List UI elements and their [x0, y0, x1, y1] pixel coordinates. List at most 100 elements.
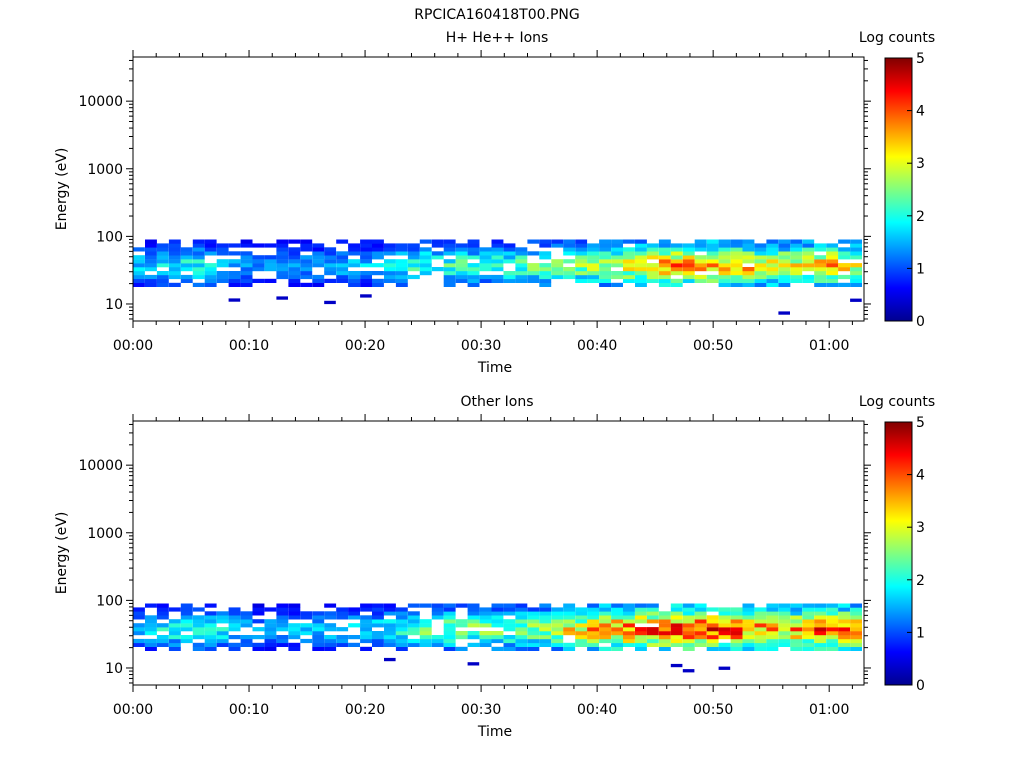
spectrogram-cell [658, 239, 671, 244]
spectrogram-cell [145, 623, 157, 628]
spectrogram-cell [324, 255, 337, 260]
spectrogram-cell [599, 631, 611, 636]
spectrogram-cell [563, 259, 576, 264]
spectrogram-cell [694, 627, 707, 632]
spectrogram-cell [706, 631, 719, 636]
spectrogram-cell [802, 635, 815, 640]
spectrogram-cell [814, 642, 827, 647]
spectrogram-cell [192, 274, 205, 280]
spectrogram-cell [491, 239, 504, 244]
spectrogram-cell [646, 642, 659, 647]
y-axis-label: Energy (eV) [54, 512, 70, 595]
spectrogram-cell [419, 619, 432, 624]
spectrogram-cell [551, 619, 564, 624]
spectrogram-cell [814, 243, 827, 248]
spectrogram-cell [790, 278, 803, 283]
spectrogram-cell [623, 267, 635, 272]
spectrogram-cell [539, 274, 552, 280]
spectrogram-cell [527, 631, 540, 636]
spectrogram-cells [133, 239, 862, 315]
colorbar [884, 57, 913, 322]
spectrogram-cell [575, 623, 588, 628]
spectrogram-cell [575, 638, 588, 644]
spectrogram-cell [778, 638, 791, 644]
spectrogram-cell [348, 278, 360, 283]
spectrogram-cell [682, 274, 695, 280]
spectrogram-cell [694, 615, 707, 620]
spectrogram-cell [778, 278, 791, 283]
y-tick-label: 100 [96, 593, 123, 609]
spectrogram-cell [360, 294, 372, 298]
spectrogram-cell [826, 259, 839, 264]
spectrogram-cell [216, 278, 229, 283]
spectrogram-cell [407, 611, 420, 616]
spectrogram-cell [192, 635, 205, 640]
spectrogram-cell [611, 255, 623, 260]
spectrogram-cell [324, 247, 337, 252]
spectrogram-cell [575, 271, 588, 276]
spectrogram-cell [264, 607, 277, 612]
spectrogram-cell [670, 271, 683, 276]
spectrogram-cell [742, 255, 755, 260]
spectrogram-cell [348, 611, 360, 616]
spectrogram-cell [145, 278, 157, 283]
colorbar-label: Log counts [859, 30, 935, 46]
spectrogram-cell [133, 271, 145, 276]
spectrogram-cell [646, 267, 659, 272]
spectrogram-cell [300, 623, 313, 628]
spectrogram-cell [718, 623, 731, 628]
spectrogram-cell [264, 623, 277, 628]
spectrogram-cell [467, 619, 480, 624]
spectrogram-cell [718, 607, 731, 612]
spectrogram-cell [515, 623, 528, 628]
spectrogram-cell [635, 646, 647, 651]
spectrogram-cell [850, 271, 862, 276]
spectrogram-cell [192, 255, 205, 260]
spectrogram-cell [730, 623, 743, 628]
spectrogram-cell [180, 247, 193, 252]
spectrogram-cell [527, 619, 540, 624]
spectrogram-cell [276, 255, 289, 260]
spectrogram-cell [168, 607, 181, 612]
spectrogram-cell [372, 623, 384, 628]
spectrogram-cell [730, 638, 743, 644]
spectrogram-cell [455, 247, 468, 252]
spectrogram-cell [491, 251, 504, 256]
spectrogram-cell [802, 627, 815, 632]
spectrogram-cell [766, 247, 779, 252]
spectrogram-cell [180, 638, 193, 644]
spectrogram-cell [778, 627, 791, 632]
spectrogram-cell [264, 263, 277, 268]
spectrogram-cell [372, 251, 384, 256]
spectrogram-cell [360, 243, 372, 248]
spectrogram-cell [790, 607, 803, 612]
spectrogram-cell [479, 615, 492, 620]
spectrogram-cell [706, 615, 719, 620]
spectrogram-cell [336, 627, 349, 632]
spectrogram-cell [754, 623, 767, 628]
spectrogram-cell [312, 623, 325, 628]
spectrogram-cell [479, 635, 492, 640]
spectrogram-cell [372, 615, 384, 620]
spectrogram-cell [802, 642, 815, 647]
spectrogram-cell [288, 635, 301, 640]
spectrogram-cell [515, 627, 528, 632]
x-tick-label: 00:20 [345, 338, 385, 354]
spectrogram-cell [766, 623, 779, 628]
spectrogram-cell [635, 247, 647, 252]
spectrogram-cell [515, 267, 528, 272]
spectrogram-cell [216, 274, 229, 280]
spectrogram-cell [204, 631, 217, 636]
spectrogram-cell [766, 271, 779, 276]
spectrogram-cell [288, 642, 301, 647]
spectrogram-cell [145, 646, 157, 651]
spectrogram-cell [730, 619, 743, 624]
spectrogram-cell [252, 259, 265, 264]
spectrogram-cell [635, 631, 647, 636]
spectrogram-cell [599, 259, 611, 264]
spectrogram-cell [802, 267, 815, 272]
spectrogram-cell [407, 623, 420, 628]
spectrogram-cell [467, 263, 480, 268]
spectrogram-cell [611, 607, 623, 612]
